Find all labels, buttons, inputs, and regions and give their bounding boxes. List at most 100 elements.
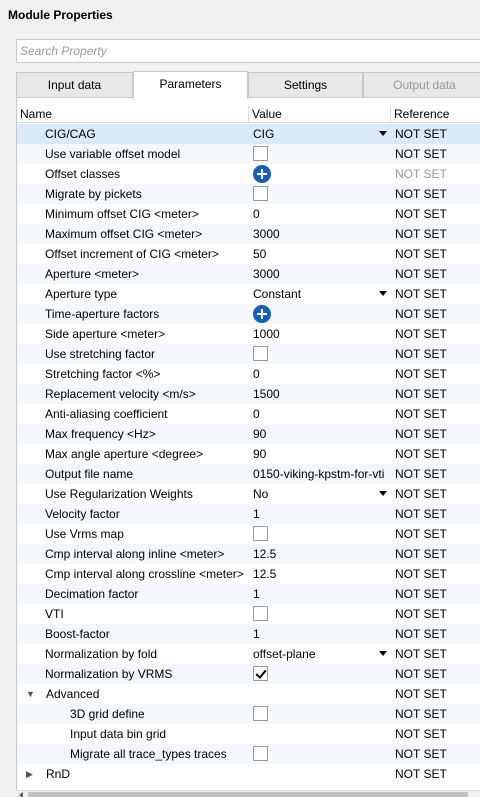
dropdown-arrow-icon[interactable] bbox=[379, 131, 387, 136]
property-value[interactable]: 1500 bbox=[249, 384, 391, 404]
property-row[interactable]: Use variable offset model NOT SET bbox=[17, 144, 480, 164]
property-row[interactable]: Migrate all trace_types traces NOT SET bbox=[17, 744, 480, 764]
property-reference[interactable]: NOT SET bbox=[395, 727, 447, 741]
tab-input-data[interactable]: Input data bbox=[16, 72, 133, 98]
property-row[interactable]: Offset classes NOT SET bbox=[17, 164, 480, 184]
property-reference[interactable]: NOT SET bbox=[395, 267, 447, 281]
property-reference[interactable]: NOT SET bbox=[395, 347, 447, 361]
property-value[interactable] bbox=[249, 344, 391, 364]
property-row[interactable]: Normalization by VRMS NOT SET bbox=[17, 664, 480, 684]
property-value[interactable]: 0 bbox=[249, 204, 391, 224]
property-value[interactable] bbox=[249, 704, 391, 724]
column-header-value[interactable]: Value bbox=[249, 106, 391, 123]
property-row[interactable]: Migrate by pickets NOT SET bbox=[17, 184, 480, 204]
property-value[interactable]: 90 bbox=[249, 424, 391, 444]
search-box[interactable] bbox=[16, 39, 480, 63]
add-icon[interactable] bbox=[253, 164, 271, 183]
property-reference[interactable]: NOT SET bbox=[395, 747, 447, 761]
property-value[interactable] bbox=[249, 604, 391, 624]
search-input[interactable] bbox=[17, 40, 480, 62]
property-value[interactable] bbox=[249, 664, 391, 684]
property-value[interactable]: 0 bbox=[249, 364, 391, 384]
chevron-down-icon[interactable]: ▼ bbox=[26, 689, 35, 699]
property-reference[interactable]: NOT SET bbox=[395, 207, 447, 221]
property-row[interactable]: Anti-aliasing coefficient 0 NOT SET bbox=[17, 404, 480, 424]
property-value-dropdown[interactable]: No bbox=[249, 484, 391, 504]
property-reference[interactable]: NOT SET bbox=[395, 667, 447, 681]
property-row[interactable]: Minimum offset CIG <meter> 0 NOT SET bbox=[17, 204, 480, 224]
property-value[interactable] bbox=[249, 164, 391, 184]
property-reference[interactable]: NOT SET bbox=[395, 467, 447, 481]
checkbox[interactable] bbox=[253, 606, 268, 622]
checkbox[interactable] bbox=[253, 706, 268, 722]
property-row[interactable]: Use Vrms map NOT SET bbox=[17, 524, 480, 544]
property-value[interactable]: 1 bbox=[249, 624, 391, 644]
property-reference[interactable]: NOT SET bbox=[395, 707, 447, 721]
group-row[interactable]: ▶ RnD NOT SET bbox=[17, 764, 480, 784]
property-value[interactable] bbox=[249, 304, 391, 324]
property-row[interactable]: Normalization by fold offset-plane NOT SET bbox=[17, 644, 480, 664]
property-value[interactable]: 50 bbox=[249, 244, 391, 264]
property-reference[interactable]: NOT SET bbox=[395, 127, 447, 141]
property-reference[interactable]: NOT SET bbox=[395, 247, 447, 261]
property-value[interactable] bbox=[249, 524, 391, 544]
property-reference[interactable]: NOT SET bbox=[395, 327, 447, 341]
property-row[interactable]: Aperture type Constant NOT SET bbox=[17, 284, 480, 304]
property-reference[interactable]: NOT SET bbox=[395, 687, 447, 701]
property-row[interactable]: Offset increment of CIG <meter> 50 NOT SET bbox=[17, 244, 480, 264]
checkbox[interactable] bbox=[253, 746, 268, 762]
property-reference[interactable]: NOT SET bbox=[395, 627, 447, 641]
property-value[interactable]: 12.5 bbox=[249, 544, 391, 564]
property-reference[interactable]: NOT SET bbox=[395, 547, 447, 561]
tab-settings[interactable]: Settings bbox=[248, 72, 363, 98]
property-row[interactable]: VTI NOT SET bbox=[17, 604, 480, 624]
property-value[interactable] bbox=[249, 184, 391, 204]
property-value-dropdown[interactable]: CIG bbox=[249, 124, 391, 144]
tab-parameters[interactable]: Parameters bbox=[133, 71, 248, 99]
property-reference[interactable]: NOT SET bbox=[395, 227, 447, 241]
property-value[interactable] bbox=[249, 744, 391, 764]
dropdown-arrow-icon[interactable] bbox=[379, 491, 387, 496]
property-value[interactable]: 3000 bbox=[249, 264, 391, 284]
property-row[interactable]: Max angle aperture <degree> 90 NOT SET bbox=[17, 444, 480, 464]
property-value[interactable]: 1 bbox=[249, 584, 391, 604]
checkbox[interactable] bbox=[253, 666, 268, 682]
property-row[interactable]: Maximum offset CIG <meter> 3000 NOT SET bbox=[17, 224, 480, 244]
property-reference[interactable]: NOT SET bbox=[395, 507, 447, 521]
property-reference[interactable]: NOT SET bbox=[395, 767, 447, 781]
property-reference[interactable]: NOT SET bbox=[395, 307, 447, 321]
dropdown-arrow-icon[interactable] bbox=[379, 291, 387, 296]
property-row[interactable]: Use stretching factor NOT SET bbox=[17, 344, 480, 364]
property-reference[interactable]: NOT SET bbox=[395, 607, 447, 621]
property-value[interactable] bbox=[249, 144, 391, 164]
property-value[interactable]: 0150-viking-kpstm-for-vti bbox=[249, 464, 391, 484]
property-row[interactable]: CIG/CAG CIG NOT SET bbox=[17, 124, 480, 144]
property-row[interactable]: Input data bin grid NOT SET bbox=[17, 724, 480, 744]
chevron-right-icon[interactable]: ▶ bbox=[26, 769, 33, 779]
property-row[interactable]: Max frequency <Hz> 90 NOT SET bbox=[17, 424, 480, 444]
property-row[interactable]: Boost-factor 1 NOT SET bbox=[17, 624, 480, 644]
scrollbar-thumb[interactable] bbox=[28, 792, 468, 797]
property-reference[interactable]: NOT SET bbox=[395, 187, 447, 201]
column-header-reference[interactable]: Reference bbox=[391, 106, 480, 123]
property-value[interactable]: 1 bbox=[249, 504, 391, 524]
property-row[interactable]: Decimation factor 1 NOT SET bbox=[17, 584, 480, 604]
property-value[interactable]: 0 bbox=[249, 404, 391, 424]
checkbox[interactable] bbox=[253, 526, 268, 542]
property-reference[interactable]: NOT SET bbox=[395, 147, 447, 161]
property-value-dropdown[interactable]: Constant bbox=[249, 284, 391, 304]
property-row[interactable]: Time-aperture factors NOT SET bbox=[17, 304, 480, 324]
property-row[interactable]: Aperture <meter> 3000 NOT SET bbox=[17, 264, 480, 284]
property-reference[interactable]: NOT SET bbox=[395, 427, 447, 441]
checkbox[interactable] bbox=[253, 346, 268, 362]
property-value-dropdown[interactable]: offset-plane bbox=[249, 644, 391, 664]
property-reference[interactable]: NOT SET bbox=[395, 647, 447, 661]
property-reference[interactable]: NOT SET bbox=[395, 587, 447, 601]
property-value[interactable]: 3000 bbox=[249, 224, 391, 244]
property-row[interactable]: Replacement velocity <m/s> 1500 NOT SET bbox=[17, 384, 480, 404]
checkbox[interactable] bbox=[253, 146, 268, 162]
property-reference[interactable]: NOT SET bbox=[395, 567, 447, 581]
property-reference[interactable]: NOT SET bbox=[395, 367, 447, 381]
property-row[interactable]: Use Regularization Weights No NOT SET bbox=[17, 484, 480, 504]
property-value[interactable]: 1000 bbox=[249, 324, 391, 344]
